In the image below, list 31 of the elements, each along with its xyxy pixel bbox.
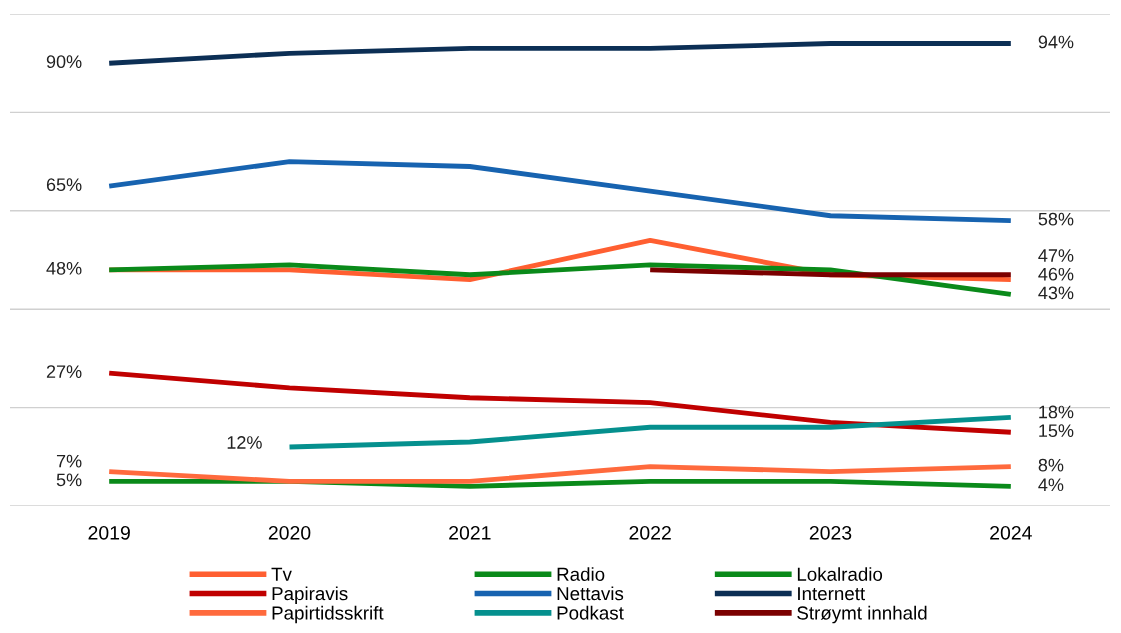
data-label: 5%	[56, 473, 82, 487]
data-label: 65%	[46, 178, 82, 192]
data-label: 18%	[1039, 405, 1074, 419]
legend-label: Radio	[557, 567, 605, 581]
x-tick-label: 2021	[449, 525, 491, 540]
data-label: 43%	[1038, 286, 1074, 300]
data-label: 94%	[1038, 35, 1074, 49]
legend-label: Internett	[798, 587, 866, 601]
legend-label: Papiravis	[272, 586, 348, 604]
x-tick-label: 2020	[268, 525, 311, 540]
legend-label: Nettavis	[557, 586, 624, 601]
data-label: 90%	[46, 55, 82, 69]
x-tick-label: 2022	[629, 525, 671, 540]
data-label: 48%	[46, 261, 82, 275]
data-label: 47%	[1038, 249, 1074, 262]
legend-label: Podkast	[557, 605, 624, 620]
legend-label: Tv	[271, 567, 292, 581]
data-label: 8%	[1038, 458, 1064, 472]
data-label: 7%	[56, 454, 82, 468]
data-label: 58%	[1038, 212, 1074, 226]
legend-label: Strøymt innhald	[797, 605, 927, 624]
legend-label: Papirtidsskrift	[272, 605, 384, 624]
x-tick-label: 2023	[809, 525, 852, 540]
x-tick-label: 2024	[990, 525, 1032, 540]
data-label: 4%	[1038, 478, 1064, 492]
data-label: 46%	[1038, 267, 1074, 281]
data-label: 12%	[227, 436, 262, 449]
x-tick-label: 2019	[88, 525, 130, 540]
data-label: 27%	[46, 365, 82, 378]
legend-label: Lokalradio	[797, 567, 883, 581]
data-label: 15%	[1039, 424, 1074, 438]
